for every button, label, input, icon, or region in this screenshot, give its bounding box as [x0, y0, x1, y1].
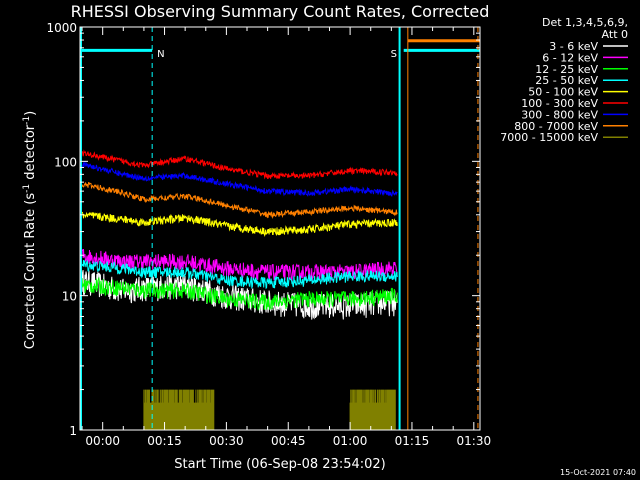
x-tick-label: 00:15 [147, 434, 182, 448]
y-tick-label: 100 [54, 155, 77, 169]
y-axis-label: Corrected Count Rate (s-1 detector-1) [22, 111, 38, 349]
y-tick-label: 1000 [46, 21, 77, 35]
x-tick-label: 01:30 [457, 434, 492, 448]
legend-header-line-2: Att 0 [602, 28, 628, 41]
axes-frame [79, 26, 481, 431]
legend-label-1: 6 - 12 keV [542, 51, 598, 64]
legend-label-6: 300 - 800 keV [521, 108, 598, 121]
chart-title: RHESSI Observing Summary Count Rates, Co… [71, 2, 490, 21]
series-line-3 [81, 259, 398, 290]
x-tick-label: 01:15 [395, 434, 430, 448]
series-line-4 [81, 211, 398, 238]
legend-label-2: 12 - 25 keV [535, 63, 598, 76]
x-axis-label: Start Time (06-Sep-08 23:54:02) [174, 457, 385, 472]
series-line-7 [81, 182, 398, 219]
generation-timestamp: 15-Oct-2021 07:40 [560, 468, 636, 477]
annotation-n: N [157, 49, 164, 60]
series-line-1 [81, 248, 398, 282]
annotation-s: S [391, 49, 397, 60]
legend-label-3: 25 - 50 keV [535, 74, 598, 87]
x-tick-label: 00:00 [85, 434, 120, 448]
legend-label-7: 800 - 7000 keV [514, 120, 598, 133]
series-line-5 [81, 149, 398, 180]
x-tick-label: 00:30 [209, 434, 244, 448]
high-energy-block-1 [349, 389, 396, 430]
series-line-2 [81, 276, 398, 311]
high-energy-block-0 [143, 389, 215, 430]
x-tick-label: 00:45 [271, 434, 306, 448]
legend-label-4: 50 - 100 keV [528, 86, 598, 99]
legend-label-0: 3 - 6 keV [549, 40, 598, 53]
series-line-6 [81, 160, 398, 197]
y-tick-label: 10 [62, 290, 77, 304]
x-tick-label: 01:00 [333, 434, 368, 448]
plot-area: N S 00:00 00:15 00:30 00:45 01:00 01:15 01:30 1 10… [46, 21, 491, 448]
legend-label-5: 100 - 300 keV [521, 97, 598, 110]
y-tick-label: 1 [69, 424, 77, 438]
legend-header-line-1: Det 1,3,4,5,6,9, [542, 16, 628, 29]
legend-label-8: 7000 - 15000 keV [500, 131, 598, 144]
